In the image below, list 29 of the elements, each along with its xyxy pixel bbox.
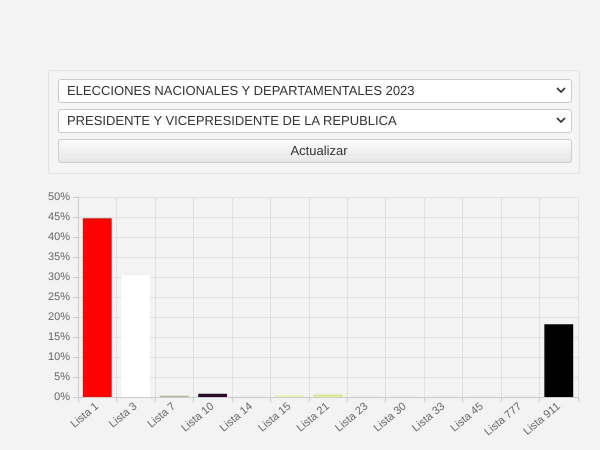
x-tick-label: Lista 30 <box>372 400 409 434</box>
y-tick-label: 0% <box>54 391 70 403</box>
y-tick-label: 40% <box>48 231 70 243</box>
y-tick-label: 35% <box>48 251 70 263</box>
y-tick-label: 30% <box>48 271 70 283</box>
y-tick-label: 15% <box>48 331 70 343</box>
x-tick-label: Lista 23 <box>333 400 370 434</box>
y-tick-label: 50% <box>48 191 70 203</box>
x-tick-label: Lista 1 <box>68 400 102 430</box>
y-tick-label: 20% <box>48 311 70 323</box>
y-tick-label: 10% <box>48 351 70 363</box>
text: ELECCIONES NACIONALES Y DEPARTAMENTALES 2023 <box>66 83 415 98</box>
x-tick-label: Lista 3 <box>107 400 140 430</box>
bar <box>198 394 228 397</box>
bar <box>82 218 112 397</box>
x-tick-label: Lista 14 <box>218 400 255 434</box>
x-tick-label: Lista 33 <box>410 400 448 434</box>
x-tick-label: Lista 10 <box>179 400 216 434</box>
bar <box>121 275 150 397</box>
y-tick-label: 45% <box>48 211 70 223</box>
x-tick-label: Lista 15 <box>256 400 294 434</box>
text: Actualizar <box>289 143 348 158</box>
bar <box>314 394 342 397</box>
y-tick-label: 25% <box>48 291 70 303</box>
x-tick-label: Lista 7 <box>145 400 178 430</box>
bar <box>544 324 574 397</box>
y-tick-label: 5% <box>54 371 70 383</box>
text: PRESIDENTE Y VICEPRESIDENTE DE LA REPUBLICA <box>66 113 397 128</box>
x-tick-label: Lista 21 <box>294 400 332 434</box>
